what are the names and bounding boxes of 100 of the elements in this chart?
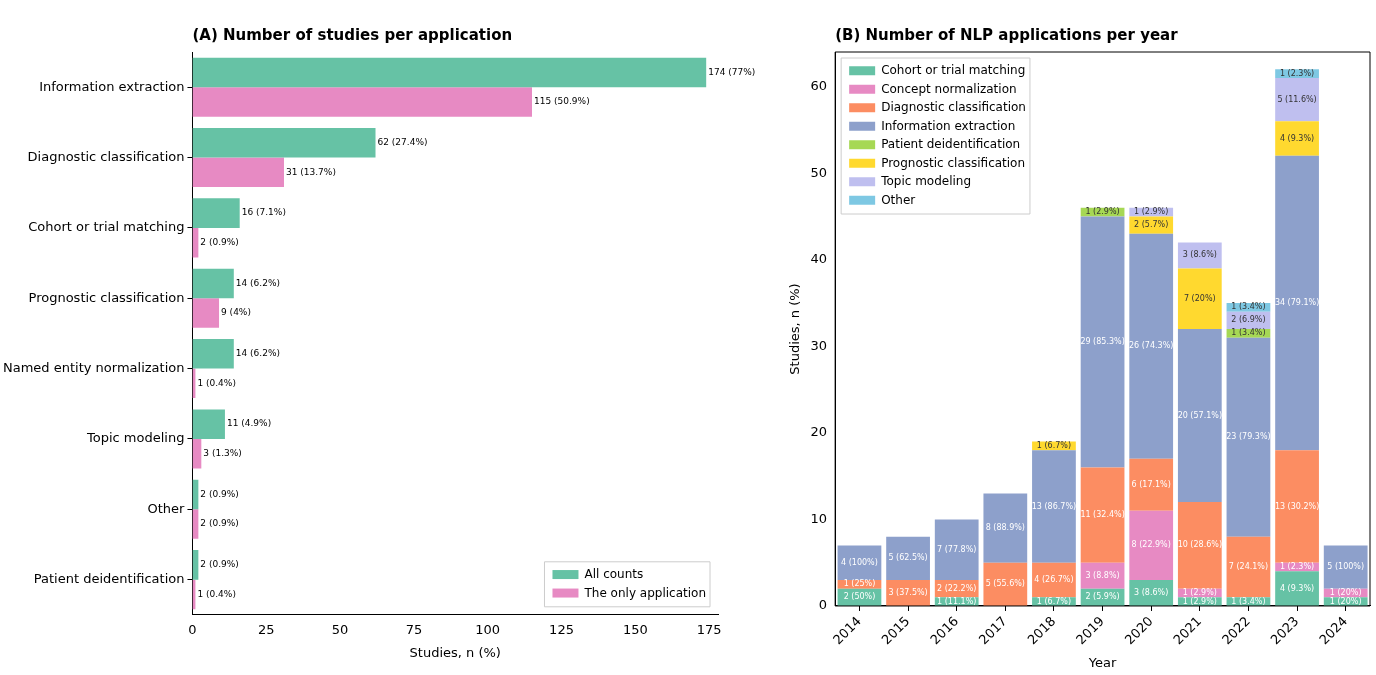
bar bbox=[1177, 502, 1222, 589]
data-label: 2 (0.9%) bbox=[200, 559, 239, 570]
y-tick-label: 30 bbox=[810, 337, 828, 353]
data-label: 4 (100%) bbox=[841, 557, 878, 567]
data-label: 1 (0.4%) bbox=[197, 588, 236, 599]
data-label: 1 (20%) bbox=[1329, 588, 1362, 598]
data-label: 4 (9.3%) bbox=[1279, 133, 1315, 143]
y-tick-label: 50 bbox=[810, 164, 828, 180]
data-label: 8 (22.9%) bbox=[1131, 540, 1171, 550]
data-label: 34 (79.1%) bbox=[1274, 298, 1320, 308]
legend-label: All counts bbox=[584, 567, 644, 582]
bar bbox=[934, 519, 979, 581]
data-label: 2 (0.9%) bbox=[200, 518, 239, 529]
y-tick-label: Diagnostic classification bbox=[27, 148, 185, 164]
data-label: 1 (25%) bbox=[843, 579, 876, 589]
data-label: 174 (77%) bbox=[708, 66, 756, 77]
data-label: 3 (37.5%) bbox=[888, 588, 928, 598]
bar bbox=[1177, 328, 1222, 503]
bar bbox=[1080, 467, 1125, 563]
data-label: 2 (50%) bbox=[843, 592, 876, 602]
legend-label: Patient deidentification bbox=[881, 137, 1021, 152]
data-label: 2 (0.9%) bbox=[200, 488, 239, 499]
data-label: 115 (50.9%) bbox=[533, 96, 590, 107]
data-label: 3 (8.8%) bbox=[1085, 570, 1120, 580]
data-label: 29 (85.3%) bbox=[1080, 337, 1125, 347]
data-label: 10 (28.6%) bbox=[1177, 540, 1223, 550]
y-tick-label: 40 bbox=[810, 251, 828, 267]
data-label: 62 (27.4%) bbox=[377, 137, 428, 148]
y-tick-label: 0 bbox=[818, 597, 828, 613]
x-tick-label: 175 bbox=[696, 621, 722, 637]
bar bbox=[1275, 121, 1319, 156]
data-label: 1 (2.9%) bbox=[1182, 588, 1217, 598]
data-label: 5 (11.6%) bbox=[1277, 94, 1317, 104]
x-tick-label: 150 bbox=[622, 621, 648, 637]
data-label: 1 (0.4%) bbox=[197, 377, 236, 388]
bar bbox=[192, 409, 225, 439]
data-label: 9 (4%) bbox=[221, 307, 251, 318]
data-label: 1 (6.7%) bbox=[1036, 596, 1072, 606]
y-tick-label: Other bbox=[147, 500, 186, 516]
data-label: 3 (8.6%) bbox=[1134, 588, 1169, 598]
data-label: 5 (55.6%) bbox=[985, 579, 1025, 589]
y-axis-title: Studies, n (%) bbox=[787, 283, 803, 375]
data-label: 5 (62.5%) bbox=[888, 553, 928, 563]
data-label: 2 (5.9%) bbox=[1085, 592, 1120, 602]
bar bbox=[1275, 155, 1319, 451]
y-tick-label: 60 bbox=[810, 78, 828, 93]
bar bbox=[1032, 450, 1076, 563]
bar bbox=[1177, 268, 1222, 329]
bar bbox=[1129, 458, 1174, 511]
data-label: 2 (5.7%) bbox=[1134, 220, 1169, 230]
data-label: 3 (1.3%) bbox=[203, 448, 242, 459]
data-label: 23 (79.3%) bbox=[1226, 432, 1271, 442]
x-tick-label: 75 bbox=[405, 621, 423, 637]
data-label: 1 (2.9%) bbox=[1182, 596, 1217, 606]
bar bbox=[192, 87, 532, 117]
bar bbox=[1275, 450, 1319, 563]
x-tick-label: 0 bbox=[188, 621, 197, 637]
bar bbox=[192, 127, 376, 158]
x-tick-label: 25 bbox=[258, 621, 275, 637]
y-tick-label: 20 bbox=[810, 424, 828, 440]
data-label: 5 (100%) bbox=[1327, 562, 1365, 572]
legend-label: Information extraction bbox=[881, 118, 1016, 133]
bar bbox=[1275, 77, 1319, 122]
data-label: 13 (30.2%) bbox=[1274, 501, 1320, 511]
data-label: 6 (17.1%) bbox=[1131, 479, 1171, 489]
data-label: 3 (8.6%) bbox=[1182, 250, 1217, 260]
data-label: 1 (2.9%) bbox=[1134, 207, 1169, 217]
bar bbox=[192, 157, 284, 188]
data-label: 1 (6.7%) bbox=[1036, 440, 1072, 450]
data-label: 7 (20%) bbox=[1183, 293, 1216, 303]
bar bbox=[1226, 337, 1271, 537]
data-label: 1 (20%) bbox=[1329, 596, 1362, 606]
data-label: 1 (11.1%) bbox=[937, 596, 977, 606]
x-tick-label: 50 bbox=[331, 621, 349, 637]
bar bbox=[886, 536, 930, 581]
data-label: 14 (6.2%) bbox=[235, 277, 280, 288]
data-label: 1 (2.9%) bbox=[1085, 207, 1120, 217]
y-tick-label: Information extraction bbox=[39, 78, 185, 94]
legend-label: The only application bbox=[583, 585, 707, 600]
data-label: 7 (24.1%) bbox=[1228, 562, 1269, 572]
y-tick-label: Named entity normalization bbox=[2, 359, 185, 375]
data-label: 7 (77.8%) bbox=[937, 544, 977, 554]
data-label: 2 (6.9%) bbox=[1231, 315, 1266, 325]
bar bbox=[1080, 216, 1125, 468]
data-label: 26 (74.3%) bbox=[1129, 341, 1174, 351]
chart-title: (A) Number of studies per application bbox=[192, 26, 513, 45]
chart-title: (B) Number of NLP applications per year bbox=[835, 26, 1179, 45]
x-tick-label: 125 bbox=[549, 621, 574, 637]
data-label: 16 (7.1%) bbox=[241, 207, 286, 218]
y-tick-label: Cohort or trial matching bbox=[28, 219, 185, 235]
data-label: 2 (22.2%) bbox=[937, 583, 977, 593]
bar bbox=[1129, 233, 1174, 459]
y-tick-label: 10 bbox=[810, 510, 828, 526]
bar bbox=[1129, 510, 1174, 581]
bar bbox=[983, 493, 1028, 563]
data-label: 2 (0.9%) bbox=[200, 236, 239, 247]
data-label: 11 (4.9%) bbox=[226, 418, 272, 429]
bar bbox=[192, 298, 220, 328]
legend-label: Diagnostic classification bbox=[881, 100, 1026, 115]
data-label: 13 (86.7%) bbox=[1031, 501, 1077, 511]
